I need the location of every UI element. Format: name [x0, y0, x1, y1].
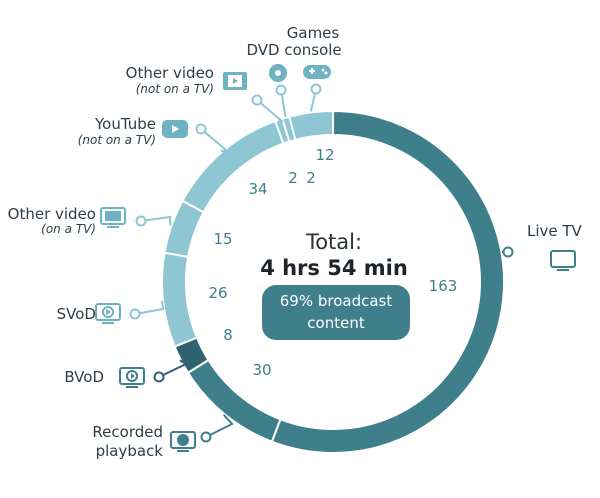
callout-dot — [135, 215, 147, 227]
category-label: Other video — [126, 64, 214, 82]
total-value: 4 hrs 54 min — [260, 256, 408, 280]
film-strip-icon — [223, 72, 247, 90]
category-label: Live TV — [527, 222, 583, 240]
badge-line-2: content — [307, 314, 365, 332]
category-label: Other video — [8, 205, 96, 223]
slice-value: 15 — [213, 230, 232, 248]
bvod-icon — [119, 367, 145, 388]
youtube-icon — [162, 120, 188, 138]
callout-dot — [275, 84, 287, 96]
category-label: Games — [287, 24, 340, 42]
category-label: playback — [96, 442, 164, 460]
callout-line — [134, 300, 165, 315]
slice-value: 2 — [288, 169, 298, 187]
callout-dot — [195, 123, 207, 135]
callout-line — [140, 215, 172, 226]
category-label: (not on a TV) — [136, 82, 214, 96]
slice-live-tv — [270, 109, 505, 454]
category-label: YouTube — [94, 115, 156, 133]
category-label: console — [284, 41, 341, 59]
total-label: Total: — [305, 230, 362, 254]
category-label: Recorded — [92, 423, 163, 441]
callout-line — [158, 359, 189, 378]
slice-games-console — [288, 109, 334, 142]
slice-value: 34 — [248, 180, 267, 198]
category-label: SVoD — [57, 305, 96, 323]
slice-youtube-not-on-a-tv — [181, 119, 285, 214]
slice-value: 8 — [223, 326, 233, 344]
segment-values: 163 30 8 26 15 34 2 2 12 — [208, 146, 457, 379]
callout-dot — [129, 308, 141, 320]
tv-icon — [550, 250, 576, 271]
broadcast-badge — [262, 285, 410, 340]
callout-dot — [251, 94, 263, 106]
callout-line — [256, 99, 284, 123]
category-label: (not on a TV) — [78, 133, 156, 147]
donut-segments — [161, 109, 505, 454]
slice-value: 2 — [306, 169, 316, 187]
category-label: BVoD — [64, 368, 104, 386]
slice-value: 12 — [315, 146, 334, 164]
callout-line — [205, 414, 234, 438]
callout-dot — [200, 431, 212, 443]
slice-svod — [161, 251, 199, 348]
slice-value: 163 — [429, 277, 458, 295]
badge-line-1: 69% broadcast — [280, 292, 393, 310]
gamepad-icon — [303, 65, 331, 79]
callout-line — [200, 128, 229, 153]
tv-film-icon — [100, 207, 126, 228]
slice-value: 26 — [208, 284, 227, 302]
dvd-icon — [269, 64, 287, 82]
category-label: DVD — [246, 41, 279, 59]
callout-dot — [502, 246, 514, 258]
slice-value: 30 — [252, 361, 271, 379]
category-icons — [95, 64, 576, 452]
rec-tv-icon — [170, 431, 196, 452]
callout-dot — [153, 371, 165, 383]
callout-dot — [310, 83, 322, 95]
svod-icon — [95, 303, 121, 324]
callouts — [129, 83, 514, 443]
category-label: (on a TV) — [41, 222, 96, 236]
